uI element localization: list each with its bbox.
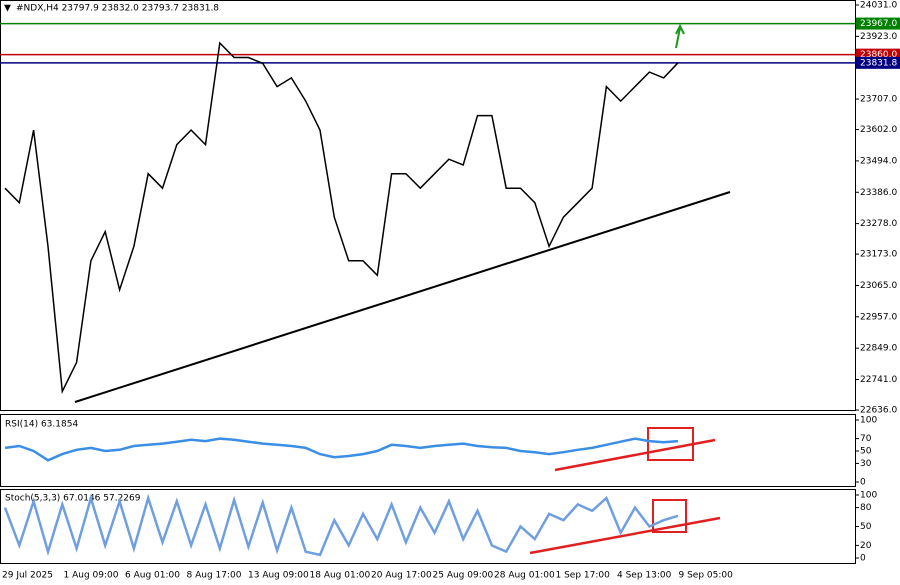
x-tick-label: 20 Aug 17:00: [371, 571, 432, 581]
y-tick-label: 23065.0: [860, 281, 897, 291]
y-tick-label: 22849.0: [860, 344, 897, 354]
y-tick-label: 22636.0: [860, 406, 897, 416]
y-tick-label: 23923.0: [860, 32, 897, 42]
stoch-tick-label: 50: [860, 522, 872, 532]
x-tick-label: 13 Aug 09:00: [248, 571, 309, 581]
x-tick-label: 1 Aug 09:00: [64, 571, 119, 581]
price-line: [4, 41, 679, 395]
y-tick-label: 23173.0: [860, 250, 897, 260]
stoch-line: [3, 493, 679, 557]
rsi-tick-label: 100: [860, 416, 877, 426]
x-tick-label: 25 Aug 09:00: [433, 571, 494, 581]
x-tick-label: 1 Sep 17:00: [556, 571, 611, 581]
stoch-tick-label: 0: [860, 554, 866, 564]
y-tick-label: 22957.0: [860, 312, 897, 322]
arrow: [675, 23, 685, 49]
rsi-tick-label: 30: [860, 459, 872, 469]
y-tick-label: 24031.0: [860, 1, 897, 11]
y-tick-label: 23494.0: [860, 156, 897, 166]
rsi-tick-label: 0: [860, 478, 866, 488]
x-tick-label: 28 Aug 01:00: [494, 571, 555, 581]
x-tick-label: 6 Aug 01:00: [125, 571, 180, 581]
y-tick-label: 23707.0: [860, 95, 897, 105]
y-tick-label: 23602.0: [860, 125, 897, 135]
stoch-tick-label: 80: [860, 503, 872, 513]
header: #NDX,H4 23797.9 23832.0 23793.7 23831.8: [16, 4, 219, 14]
y-tick-label: 23386.0: [860, 188, 897, 198]
stoch-tick-label: 20: [860, 541, 872, 551]
level-label: 23967.0: [860, 19, 897, 29]
y-tick-label: 22741.0: [860, 375, 897, 385]
x-tick-label: 18 Aug 01:00: [310, 571, 371, 581]
rsi-label: RSI(14) 63.1854: [5, 420, 78, 430]
level-tag: [856, 17, 900, 30]
stoch-trendline: [529, 516, 721, 555]
stoch-tick-label: 100: [860, 491, 877, 501]
rsi-tick-label: 50: [860, 447, 872, 457]
y-tick-label: 23278.0: [860, 219, 897, 229]
header-icon: ▼: [4, 4, 11, 14]
level-label: 23831.8: [860, 58, 897, 68]
rsi-panel: [0, 414, 856, 487]
x-tick-label: 8 Aug 17:00: [187, 571, 242, 581]
level-label: 23860.0: [860, 50, 897, 60]
level-tag: [856, 56, 900, 69]
rsi-trendline: [554, 438, 716, 472]
price-panel: [0, 0, 856, 411]
rsi-tick-label: 70: [860, 434, 872, 444]
stoch-box: [652, 499, 687, 533]
rsi-line: [4, 437, 679, 462]
x-tick-label: 29 Jul 2025: [2, 571, 53, 581]
x-tick-label: 4 Sep 13:00: [617, 571, 672, 581]
trendline: [74, 191, 731, 403]
x-tick-label: 9 Sep 05:00: [679, 571, 734, 581]
rsi-box: [647, 427, 694, 461]
stoch-label: Stoch(5,3,3) 67.0146 57.2269: [5, 494, 141, 504]
